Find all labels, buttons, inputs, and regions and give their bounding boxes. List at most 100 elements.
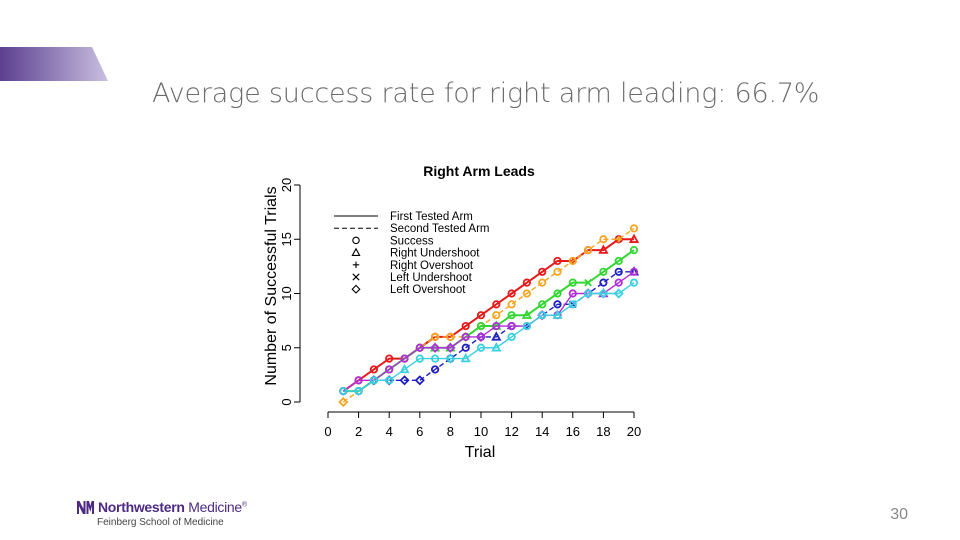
x-tick-label: 14: [535, 424, 549, 439]
data-point-circle: [431, 354, 440, 363]
series-5: [339, 278, 639, 396]
data-point-circle: [492, 321, 501, 331]
plot-area: [338, 224, 640, 408]
data-point-circle: [568, 289, 577, 298]
data-point-circle: [553, 267, 562, 276]
x-axis-label: Trial: [465, 444, 496, 461]
data-point-circle: [538, 311, 547, 320]
data-point-circle: [553, 256, 562, 266]
data-point-circle: [568, 278, 577, 287]
y-tick-label: 0: [279, 398, 294, 405]
data-point-triangle: [491, 331, 502, 341]
data-point-circle: [369, 376, 379, 385]
data-point-circle: [538, 278, 547, 287]
y-tick-label: 20: [279, 178, 294, 192]
data-point-circle: [431, 332, 440, 341]
northwestern-medicine-logo: Northwestern Medicine® Feinberg School o…: [77, 499, 277, 531]
data-point-circle: [369, 365, 379, 374]
x-tick-label: 20: [627, 424, 641, 439]
series-0: [339, 233, 640, 396]
data-point-diamond: [399, 375, 410, 386]
data-point-circle: [431, 365, 440, 374]
logo-brand-light: Medicine: [184, 499, 242, 515]
legend-label: Right Overshoot: [390, 260, 474, 272]
legend-label: Second Tested Arm: [390, 223, 490, 235]
legend-circle-icon: [352, 236, 360, 245]
data-point-circle: [415, 343, 424, 352]
data-point-circle: [522, 289, 531, 298]
x-tick-label: 0: [324, 424, 331, 439]
data-point-circle: [614, 278, 623, 287]
series-4: [339, 267, 639, 396]
x-tick-label: 10: [474, 424, 488, 439]
data-point-diamond: [414, 375, 425, 386]
legend-label: Right Undershoot: [390, 248, 480, 260]
data-point-circle: [583, 246, 593, 255]
data-point-circle: [476, 311, 486, 320]
y-tick-label: 10: [279, 286, 294, 300]
data-point-triangle: [628, 233, 640, 243]
data-point-circle: [507, 332, 516, 341]
data-point-diamond: [430, 342, 441, 353]
data-point-circle: [507, 289, 516, 298]
data-point-circle: [599, 278, 608, 287]
y-tick-label: 5: [279, 344, 294, 351]
data-point-circle: [507, 300, 516, 309]
data-point-plus: [615, 236, 622, 243]
legend-plus-icon: [352, 261, 360, 268]
data-point-circle: [629, 267, 639, 276]
data-point-circle: [522, 278, 531, 287]
data-point-circle: [568, 256, 577, 266]
data-point-circle: [492, 311, 501, 320]
data-point-circle: [354, 376, 363, 385]
data-point-circle: [507, 321, 516, 331]
accent-bar: [0, 47, 108, 81]
chart: Right Arm Leads 0 5 10 15 20 0 2 4 6 8 10 12 14 16 18…: [263, 163, 641, 461]
data-point-circle: [614, 267, 623, 276]
data-point-circle: [385, 376, 394, 385]
x-tick-label: 18: [596, 424, 610, 439]
data-point-circle: [492, 300, 501, 309]
logo-subtitle: Feinberg School of Medicine: [97, 517, 224, 528]
data-point-circle: [629, 224, 639, 233]
series-1: [338, 224, 639, 408]
data-point-circle: [446, 332, 455, 341]
legend-triangle-icon: [351, 247, 361, 256]
data-point-circle: [583, 289, 593, 298]
x-tick-label: 6: [416, 424, 423, 439]
data-point-circle: [339, 387, 348, 396]
x-tick-label: 4: [386, 424, 393, 439]
slide-title: Average success rate for right arm leadi…: [152, 78, 820, 109]
data-point-circle: [629, 246, 639, 255]
data-point-circle: [538, 267, 547, 276]
x-tick-label: 2: [355, 424, 362, 439]
data-point-diamond: [338, 396, 349, 408]
data-point-circle: [385, 354, 394, 363]
data-point-circle: [385, 365, 394, 374]
chart-title: Right Arm Leads: [423, 163, 535, 179]
legend-label: Success: [390, 235, 434, 247]
data-point-circle: [400, 354, 409, 363]
nm-monogram-icon: [77, 501, 94, 514]
data-point-circle: [614, 256, 623, 266]
data-point-circle: [415, 354, 424, 363]
y-axis: 0 5 10 15 20: [279, 178, 301, 406]
legend-diamond-icon: [351, 284, 361, 294]
data-point-diamond: [613, 288, 624, 299]
logo-wordmark: Northwestern Medicine®: [98, 499, 247, 515]
data-point-circle: [599, 235, 608, 244]
data-point-cross: [584, 278, 592, 287]
data-point-circle: [629, 278, 639, 287]
data-point-triangle: [521, 309, 533, 319]
legend-label: Left Overshoot: [390, 284, 466, 296]
x-tick-label: 16: [566, 424, 580, 439]
data-point-diamond: [445, 342, 456, 353]
legend-label: First Tested Arm: [390, 211, 473, 223]
data-point-triangle: [598, 244, 609, 254]
data-point-circle: [507, 311, 516, 320]
data-point-triangle: [460, 352, 471, 363]
data-point-circle: [476, 321, 486, 331]
data-point-triangle: [491, 342, 502, 352]
x-tick-label: 12: [504, 424, 518, 439]
legend-label: Left Undershoot: [390, 272, 473, 284]
